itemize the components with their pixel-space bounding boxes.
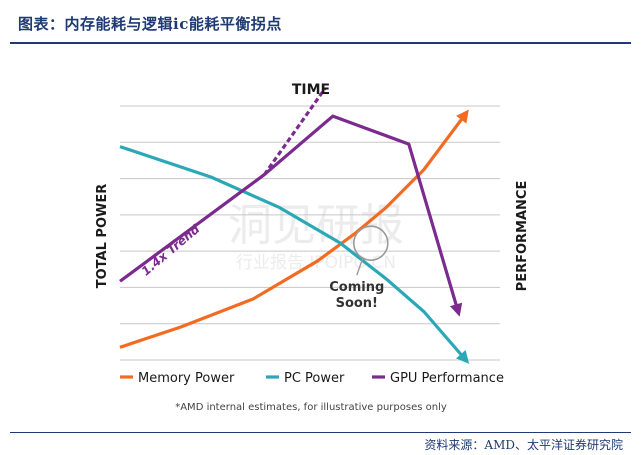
footnote: *AMD internal estimates, for illustrativ… xyxy=(175,402,447,413)
grid xyxy=(120,105,500,361)
watermark-brand: 洞见研报 xyxy=(228,200,404,251)
header: 图表：内存能耗与逻辑ic能耗平衡拐点 xyxy=(0,0,641,44)
annotation-layer: Coming Soon! xyxy=(329,225,389,311)
series-line-pc-power xyxy=(119,145,470,364)
trend-label: 1.4x Trend xyxy=(139,222,203,279)
page-title: 图表：内存能耗与逻辑ic能耗平衡拐点 xyxy=(18,15,282,33)
y-axis-label-right: PERFORMANCE xyxy=(515,181,530,292)
legend-label-memory-power: Memory Power xyxy=(138,371,235,386)
coming-soon-leader xyxy=(356,257,364,276)
legend: Memory Power PC Power GPU Performance xyxy=(120,371,504,386)
series-line-gpu-performance xyxy=(119,114,463,317)
coming-soon-label-2: Soon! xyxy=(336,296,378,311)
header-divider xyxy=(10,42,631,44)
legend-label-gpu-performance: GPU Performance xyxy=(390,371,504,386)
trend-line xyxy=(263,87,327,176)
y-axis-label-left: TOTAL POWER xyxy=(95,184,110,288)
footer-divider xyxy=(10,432,631,433)
coming-soon-label-1: Coming xyxy=(329,280,384,295)
coming-soon-circle xyxy=(352,225,389,261)
series-layer xyxy=(119,87,470,364)
source-note: 资料来源：AMD、太平洋证券研究院 xyxy=(424,438,623,452)
legend-label-pc-power: PC Power xyxy=(284,371,345,386)
chart-title: TIME xyxy=(292,82,330,98)
